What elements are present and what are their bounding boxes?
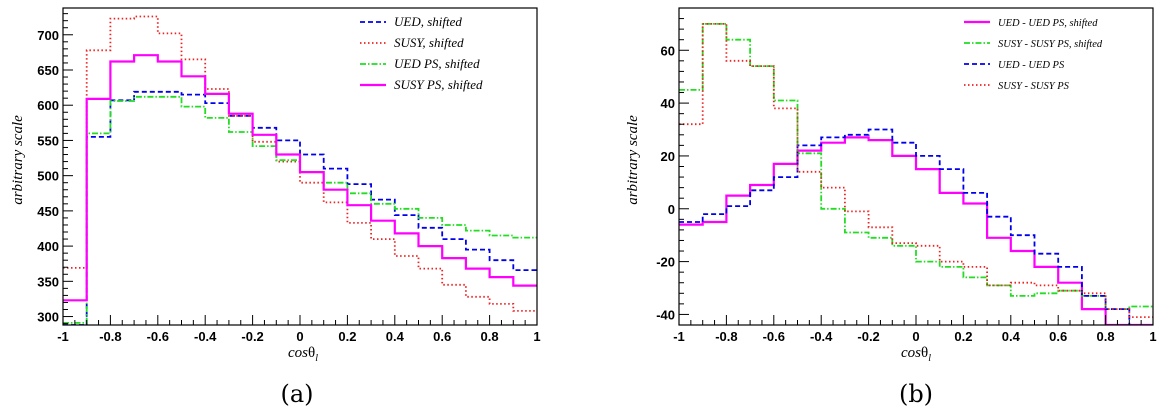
legend-entry-2: SUSY, shifted: [394, 35, 464, 50]
x-tick-label: 0.4: [386, 329, 405, 344]
legend: UED - UED PS, shifted SUSY - SUSY PS, shi…: [960, 10, 1150, 100]
legend-entry-3: UED - UED PS: [998, 60, 1065, 71]
legend-entry-1: UED - UED PS, shifted: [998, 18, 1098, 29]
chart-panel-b: arbitrary scale cosθl (b) -1 -0.8 -0.6 -0.4…: [625, 8, 1157, 408]
y-tick-label: -40: [656, 307, 675, 322]
x-tick-label: -1: [57, 329, 69, 344]
x-tick-label: -0.2: [241, 329, 263, 344]
series-line-1: [63, 92, 537, 325]
series-line-1: [679, 137, 1153, 325]
legend-entry-3: UED PS, shifted: [394, 56, 480, 71]
y-tick-label: 20: [661, 149, 675, 164]
x-tick-label: -0.4: [810, 329, 833, 344]
y-tick-label: 350: [37, 274, 59, 289]
x-tick-label: -0.6: [147, 329, 169, 344]
series-line-3: [63, 97, 537, 323]
legend-entry-1: UED, shifted: [394, 14, 462, 29]
legend: UED, shifted SUSY, shifted UED PS, shifted…: [356, 10, 534, 100]
x-tick-label: 1: [1149, 329, 1156, 344]
x-tick-label: 1: [533, 329, 540, 344]
chart-panel-a: arbitrary scale cosθl (a) -1 -0.8 -0.6 -0.4…: [10, 8, 541, 408]
y-axis-label: arbitrary scale: [625, 115, 641, 205]
y-tick-label: 300: [37, 310, 59, 325]
y-tick-label: 500: [37, 169, 59, 184]
y-tick-label: 0: [668, 202, 675, 217]
x-tick-label: 0: [296, 329, 303, 344]
x-tick-label: -0.8: [99, 329, 121, 344]
x-tick-label: 0.8: [1097, 329, 1115, 344]
y-tick-label: -20: [656, 255, 675, 270]
y-tick-label: 40: [661, 96, 675, 111]
x-tick-label: 0.2: [954, 329, 972, 344]
x-axis-label: cosθl: [901, 345, 931, 364]
y-tick-label: 400: [37, 239, 59, 254]
y-tick-label: 450: [37, 204, 59, 219]
x-tick-label: -1: [673, 329, 685, 344]
x-tick-label: 0.6: [433, 329, 451, 344]
y-axis-label: arbitrary scale: [10, 115, 26, 205]
y-tick-label: 600: [37, 98, 59, 113]
y-tick-label: 550: [37, 133, 59, 148]
x-tick-label: 0: [912, 329, 919, 344]
legend-entry-4: SUSY - SUSY PS: [998, 81, 1070, 92]
legend-entry-2: SUSY - SUSY PS, shifted: [998, 39, 1103, 50]
panel-label-a: (a): [280, 380, 313, 408]
x-tick-label: -0.2: [857, 329, 879, 344]
y-tick-label: 60: [661, 43, 675, 58]
x-tick-label: 0.6: [1049, 329, 1067, 344]
x-tick-label: 0.2: [338, 329, 356, 344]
x-tick-label: -0.6: [763, 329, 785, 344]
x-tick-label: 0.8: [481, 329, 499, 344]
y-tick-label: 700: [37, 28, 59, 43]
x-tick-label: -0.8: [715, 329, 737, 344]
x-tick-label: 0.4: [1002, 329, 1021, 344]
panel-label-b: (b): [899, 380, 933, 408]
x-tick-label: -0.4: [194, 329, 217, 344]
x-axis-label: cosθl: [288, 345, 318, 364]
y-tick-label: 650: [37, 63, 59, 78]
legend-entry-4: SUSY PS, shifted: [394, 77, 483, 92]
